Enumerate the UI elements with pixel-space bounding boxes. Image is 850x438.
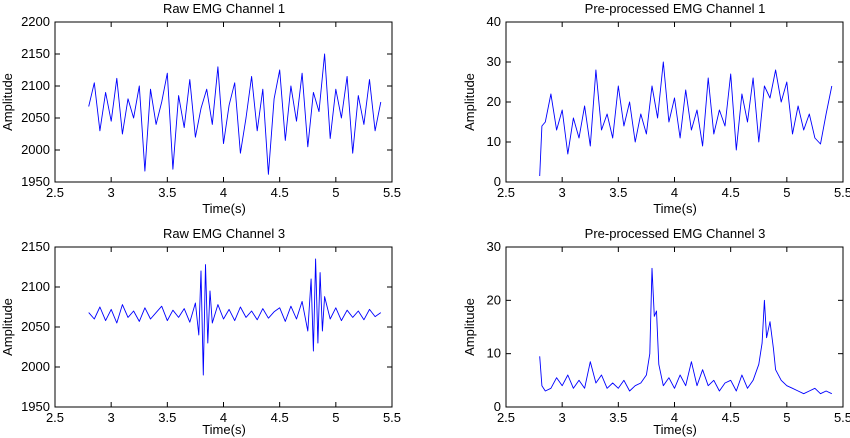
y-tick-label: 20 bbox=[487, 94, 501, 109]
series-line bbox=[88, 53, 382, 175]
chart-title: Raw EMG Channel 3 bbox=[163, 226, 285, 241]
x-tick-label: 2.5 bbox=[46, 410, 64, 425]
y-axis-label: Amplitude bbox=[462, 298, 477, 356]
chart-title: Pre-processed EMG Channel 3 bbox=[585, 226, 766, 241]
x-tick-label: 4.5 bbox=[271, 410, 289, 425]
x-axis-label: Time(s) bbox=[202, 201, 246, 216]
y-tick-label: 20 bbox=[487, 292, 501, 307]
x-axis-label: Time(s) bbox=[653, 422, 697, 437]
x-axis-label: Time(s) bbox=[653, 201, 697, 216]
x-tick-label: 3 bbox=[108, 185, 115, 200]
chart-preprocessed-emg-channel-3: Pre-processed EMG Channel 3 Time(s) Ampl… bbox=[462, 226, 850, 437]
y-axis-label: Amplitude bbox=[0, 298, 15, 356]
x-tick-label: 2.5 bbox=[497, 410, 515, 425]
y-tick-label: 2100 bbox=[21, 279, 50, 294]
plot-frame bbox=[505, 21, 844, 183]
y-tick-label: 30 bbox=[487, 239, 501, 254]
x-tick-label: 5.5 bbox=[834, 410, 850, 425]
plot-frame bbox=[54, 246, 393, 408]
y-tick-label: 1950 bbox=[21, 174, 50, 189]
y-tick-label: 0 bbox=[494, 399, 501, 414]
y-tick-label: 2050 bbox=[21, 319, 50, 334]
y-tick-label: 2150 bbox=[21, 239, 50, 254]
series-line bbox=[539, 61, 833, 177]
y-tick-label: 2000 bbox=[21, 359, 50, 374]
y-tick-label: 10 bbox=[487, 346, 501, 361]
y-tick-label: 2000 bbox=[21, 142, 50, 157]
x-tick-label: 3.5 bbox=[609, 185, 627, 200]
plot-frame bbox=[54, 21, 393, 183]
y-tick-label: 2200 bbox=[21, 14, 50, 29]
x-tick-label: 4 bbox=[220, 410, 227, 425]
y-tick-label: 0 bbox=[494, 174, 501, 189]
y-axis-label: Amplitude bbox=[462, 73, 477, 131]
y-tick-label: 2150 bbox=[21, 46, 50, 61]
x-tick-label: 3 bbox=[108, 410, 115, 425]
x-tick-label: 3.5 bbox=[158, 185, 176, 200]
y-tick-label: 2100 bbox=[21, 78, 50, 93]
x-tick-label: 5 bbox=[783, 410, 790, 425]
y-tick-label: 30 bbox=[487, 54, 501, 69]
series-line bbox=[88, 258, 382, 376]
x-axis-label: Time(s) bbox=[202, 422, 246, 437]
x-tick-label: 5.5 bbox=[834, 185, 850, 200]
chart-raw-emg-channel-3: Raw EMG Channel 3 Time(s) Amplitude 2.5 3… bbox=[0, 226, 401, 437]
x-tick-label: 4.5 bbox=[722, 410, 740, 425]
x-tick-label: 5 bbox=[783, 185, 790, 200]
x-tick-label: 3.5 bbox=[158, 410, 176, 425]
chart-title: Pre-processed EMG Channel 1 bbox=[585, 1, 766, 16]
chart-title: Raw EMG Channel 1 bbox=[163, 1, 285, 16]
plot-frame bbox=[505, 246, 844, 408]
x-tick-label: 5 bbox=[332, 185, 339, 200]
x-tick-label: 3.5 bbox=[609, 410, 627, 425]
x-tick-label: 3 bbox=[559, 185, 566, 200]
y-axis-label: Amplitude bbox=[0, 73, 15, 131]
x-tick-label: 3 bbox=[559, 410, 566, 425]
x-tick-label: 2.5 bbox=[497, 185, 515, 200]
x-tick-label: 2.5 bbox=[46, 185, 64, 200]
y-tick-label: 40 bbox=[487, 14, 501, 29]
x-tick-label: 4 bbox=[671, 410, 678, 425]
series-line bbox=[539, 267, 832, 395]
x-tick-label: 5.5 bbox=[383, 185, 401, 200]
y-tick-label: 1950 bbox=[21, 399, 50, 414]
chart-preprocessed-emg-channel-1: Pre-processed EMG Channel 1 Time(s) Ampl… bbox=[462, 1, 850, 216]
x-tick-label: 4.5 bbox=[722, 185, 740, 200]
y-tick-label: 10 bbox=[487, 134, 501, 149]
x-tick-label: 5.5 bbox=[383, 410, 401, 425]
x-tick-label: 4.5 bbox=[271, 185, 289, 200]
chart-raw-emg-channel-1: Raw EMG Channel 1 Time(s) Amplitude 2.5 3… bbox=[0, 1, 401, 216]
x-tick-label: 4 bbox=[671, 185, 678, 200]
y-tick-label: 2050 bbox=[21, 110, 50, 125]
x-tick-label: 4 bbox=[220, 185, 227, 200]
x-tick-label: 5 bbox=[332, 410, 339, 425]
